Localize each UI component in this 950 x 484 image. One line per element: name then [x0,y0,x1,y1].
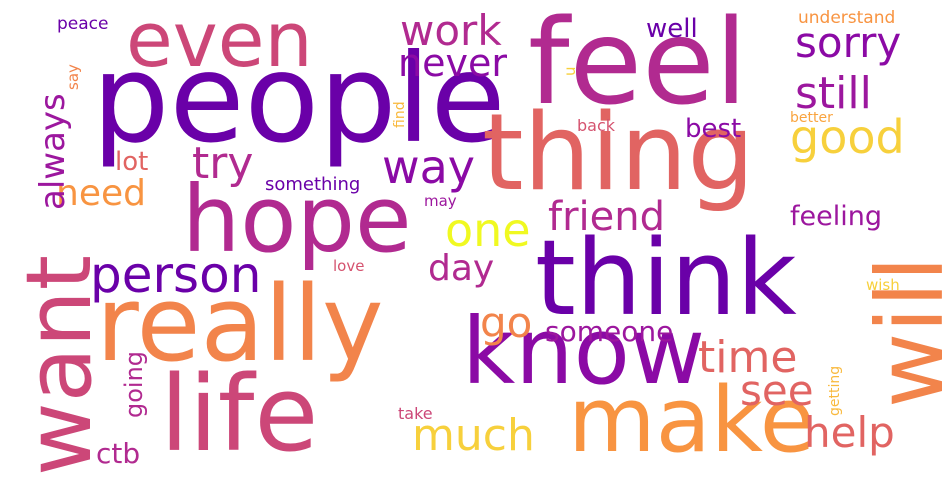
word-need: need [56,173,146,214]
word-sorry: sorry [795,18,902,67]
word-time: time [698,332,798,383]
word-help: help [804,408,895,457]
word-even: even [126,0,313,84]
word-well: well [646,14,698,44]
word-work: work [400,6,502,55]
word-going: going [120,350,148,418]
word-may: may [424,192,457,210]
word-good: good [790,110,905,164]
word-make: make [568,368,816,473]
word-much: much [412,410,535,461]
word-go: go [480,298,533,347]
word-someone: someone [545,315,674,348]
word-getting: getting [827,365,843,416]
word-love: love [333,257,365,275]
word-friend: friend [548,194,665,240]
word-understand: understand [798,8,896,28]
word-hope: hope [182,166,412,273]
word-wish: wish [866,276,900,294]
word-life: life [160,353,319,475]
word-back: back [577,116,616,135]
word-never: never [398,41,507,85]
word-person: person [90,246,262,304]
word-better: better [790,110,833,126]
word-thing: thing [482,91,755,214]
word-find: find [392,101,408,128]
word-take: take [398,404,433,423]
word-lot: lot [115,147,149,177]
word-say: say [64,64,82,90]
word-ctb: ctb [96,437,141,470]
word-think: think [535,217,797,339]
word-people: people [92,28,506,170]
word-u: u [561,66,579,76]
word-still: still [795,68,872,119]
word-one: one [445,203,531,257]
word-see: see [740,366,814,415]
word-peace: peace [57,14,109,34]
word-really: really [96,263,384,385]
word-always: always [33,93,73,210]
word-try: try [192,138,254,189]
word-know: know [462,298,706,405]
word-something: something [265,174,361,195]
word-day: day [428,248,495,289]
word-way: way [382,140,476,194]
word-feeling: feeling [790,201,882,232]
word-best: best [685,114,742,144]
word-feel: feel [528,0,748,131]
